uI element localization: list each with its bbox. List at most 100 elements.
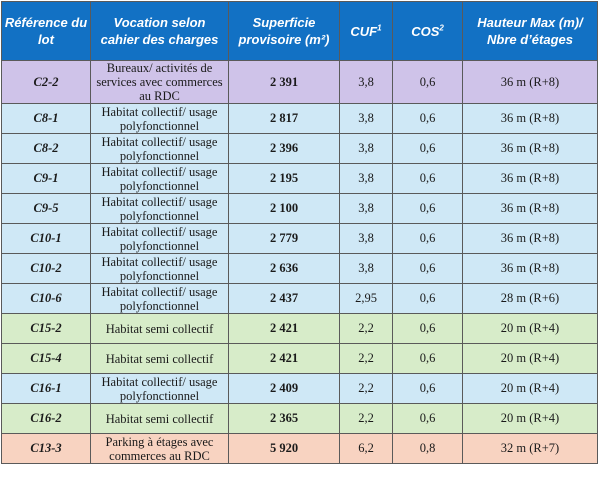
cell-cuf: 2,2: [339, 403, 393, 434]
cell-cos: 0,6: [392, 133, 463, 164]
cell-hauteur: 20 m (R+4): [462, 313, 598, 344]
cell-hauteur: 28 m (R+6): [462, 283, 598, 314]
cell-superficie: 2 391: [228, 60, 340, 104]
header-cuf: CUF1: [339, 1, 393, 61]
cell-ref: C13-3: [1, 433, 91, 464]
cell-hauteur: 36 m (R+8): [462, 253, 598, 284]
cell-hauteur: 32 m (R+7): [462, 433, 598, 464]
cell-hauteur: 36 m (R+8): [462, 133, 598, 164]
table-row: C2-2 Bureaux/ activités de services avec …: [1, 60, 598, 104]
header-ref: Référence du lot: [1, 1, 91, 61]
cell-superficie: 2 421: [228, 343, 340, 374]
cell-cuf: 3,8: [339, 103, 393, 134]
cell-cuf: 3,8: [339, 60, 393, 104]
table-row: C9-1 Habitat collectif/ usage polyfonctio…: [1, 163, 598, 194]
cell-vocation: Habitat collectif/ usage polyfonctionnel: [90, 373, 229, 404]
cell-cuf: 3,8: [339, 223, 393, 254]
table-row: C10-2 Habitat collectif/ usage polyfoncti…: [1, 253, 598, 284]
cell-ref: C10-1: [1, 223, 91, 254]
cell-superficie: 2 817: [228, 103, 340, 134]
cell-vocation: Habitat semi collectif: [90, 343, 229, 374]
cell-vocation: Habitat collectif/ usage polyfonctionnel: [90, 193, 229, 224]
header-vocation: Vocation selon cahier des charges: [90, 1, 229, 61]
cell-hauteur: 36 m (R+8): [462, 103, 598, 134]
cell-cos: 0,6: [392, 193, 463, 224]
cell-hauteur: 20 m (R+4): [462, 403, 598, 434]
cell-cos: 0,6: [392, 103, 463, 134]
cell-hauteur: 36 m (R+8): [462, 193, 598, 224]
cell-cuf: 3,8: [339, 133, 393, 164]
cell-cos: 0,6: [392, 163, 463, 194]
cell-ref: C8-1: [1, 103, 91, 134]
cell-cos: 0,6: [392, 343, 463, 374]
table-row: C15-4 Habitat semi collectif 2 421 2,2 0,6 20…: [1, 343, 598, 374]
cell-superficie: 2 100: [228, 193, 340, 224]
cell-hauteur: 36 m (R+8): [462, 163, 598, 194]
cell-ref: C8-2: [1, 133, 91, 164]
cell-vocation: Habitat semi collectif: [90, 313, 229, 344]
cell-superficie: 2 396: [228, 133, 340, 164]
cell-cuf: 2,2: [339, 373, 393, 404]
header-cuf-label: CUF: [350, 23, 378, 39]
cell-ref: C9-1: [1, 163, 91, 194]
cell-cos: 0,6: [392, 253, 463, 284]
cell-ref: C16-1: [1, 373, 91, 404]
cell-hauteur: 20 m (R+4): [462, 343, 598, 374]
table-row: C9-5 Habitat collectif/ usage polyfonctio…: [1, 193, 598, 224]
cell-cuf: 3,8: [339, 163, 393, 194]
cell-vocation: Habitat semi collectif: [90, 403, 229, 434]
table-row: C8-1 Habitat collectif/ usage polyfonctio…: [1, 103, 598, 134]
cell-superficie: 2 636: [228, 253, 340, 284]
cell-superficie: 2 409: [228, 373, 340, 404]
cell-ref: C9-5: [1, 193, 91, 224]
cell-vocation: Habitat collectif/ usage polyfonctionnel: [90, 133, 229, 164]
cell-cos: 0,6: [392, 283, 463, 314]
table-row: C16-2 Habitat semi collectif 2 365 2,2 0,6 20…: [1, 403, 598, 434]
cell-vocation: Habitat collectif/ usage polyfonctionnel: [90, 253, 229, 284]
cell-vocation: Bureaux/ activités de services avec comm…: [90, 60, 229, 104]
header-hauteur: Hauteur Max (m)/ Nbre d’étages: [462, 1, 598, 61]
cell-vocation: Habitat collectif/ usage polyfonctionnel: [90, 283, 229, 314]
table-row: C15-2 Habitat semi collectif 2 421 2,2 0,6 20…: [1, 313, 598, 344]
cell-vocation: Habitat collectif/ usage polyfonctionnel: [90, 163, 229, 194]
cell-vocation: Habitat collectif/ usage polyfonctionnel: [90, 223, 229, 254]
cell-cos: 0,6: [392, 313, 463, 344]
cell-ref: C16-2: [1, 403, 91, 434]
cell-cos: 0,6: [392, 60, 463, 104]
table-body: C2-2 Bureaux/ activités de services avec …: [1, 60, 598, 464]
cell-ref: C15-4: [1, 343, 91, 374]
cell-vocation: Habitat collectif/ usage polyfonctionnel: [90, 103, 229, 134]
table-row: C8-2 Habitat collectif/ usage polyfonctio…: [1, 133, 598, 164]
cell-cuf: 3,8: [339, 193, 393, 224]
header-superficie: Superficie provisoire (m²): [228, 1, 340, 61]
cell-cuf: 2,95: [339, 283, 393, 314]
table-row: C10-1 Habitat collectif/ usage polyfoncti…: [1, 223, 598, 254]
cell-cuf: 6,2: [339, 433, 393, 464]
cell-hauteur: 20 m (R+4): [462, 373, 598, 404]
header-cos-footnote: 2: [439, 23, 444, 33]
lots-table: Référence du lot Vocation selon cahier d…: [1, 1, 598, 464]
cell-ref: C15-2: [1, 313, 91, 344]
table-row: C10-6 Habitat collectif/ usage polyfoncti…: [1, 283, 598, 314]
cell-cos: 0,6: [392, 373, 463, 404]
cell-ref: C2-2: [1, 60, 91, 104]
cell-superficie: 2 195: [228, 163, 340, 194]
header-cuf-footnote: 1: [377, 23, 382, 33]
cell-cuf: 2,2: [339, 343, 393, 374]
header-cos: COS2: [392, 1, 463, 61]
cell-superficie: 2 421: [228, 313, 340, 344]
cell-hauteur: 36 m (R+8): [462, 60, 598, 104]
table-header-row: Référence du lot Vocation selon cahier d…: [1, 1, 598, 61]
cell-vocation: Parking à étages avec commerces au RDC: [90, 433, 229, 464]
cell-hauteur: 36 m (R+8): [462, 223, 598, 254]
cell-superficie: 5 920: [228, 433, 340, 464]
cell-ref: C10-6: [1, 283, 91, 314]
header-cos-label: COS: [411, 23, 440, 39]
cell-cos: 0,6: [392, 223, 463, 254]
cell-superficie: 2 779: [228, 223, 340, 254]
cell-superficie: 2 437: [228, 283, 340, 314]
cell-cuf: 3,8: [339, 253, 393, 284]
cell-cos: 0,8: [392, 433, 463, 464]
table-row: C16-1 Habitat collectif/ usage polyfoncti…: [1, 373, 598, 404]
